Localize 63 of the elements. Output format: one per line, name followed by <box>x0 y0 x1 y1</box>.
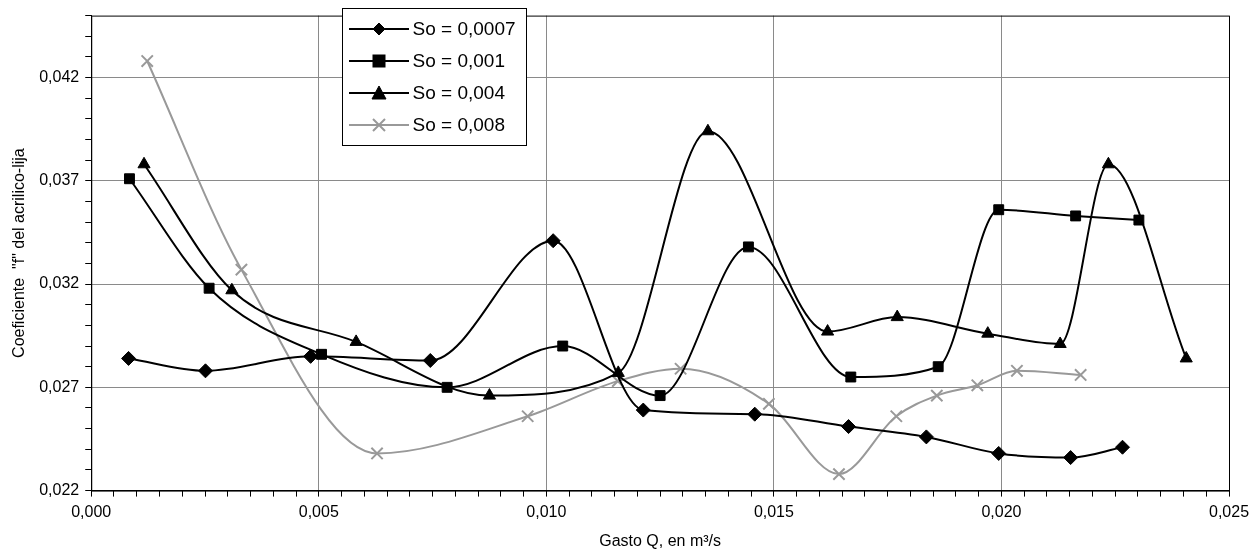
point <box>832 467 846 481</box>
point <box>521 409 535 423</box>
point <box>932 361 944 373</box>
point <box>137 156 151 169</box>
point <box>1053 336 1067 348</box>
point <box>441 381 453 393</box>
point <box>930 388 944 403</box>
y-tick-label: 0,022 <box>39 481 80 499</box>
point <box>821 324 835 336</box>
point <box>993 204 1005 216</box>
x-tick-label: 0,005 <box>298 502 339 520</box>
point <box>1010 364 1024 378</box>
point <box>140 54 154 68</box>
point <box>225 282 239 295</box>
point <box>545 233 561 249</box>
point <box>889 409 903 423</box>
point <box>673 362 688 376</box>
point <box>349 334 363 346</box>
point <box>918 429 934 445</box>
point <box>611 374 625 388</box>
y-tick-label: 0,042 <box>39 67 80 85</box>
point <box>1063 450 1079 466</box>
point <box>422 352 438 368</box>
legend-label: So = 0,004 <box>412 81 505 104</box>
legend-label: So = 0,008 <box>412 113 505 136</box>
y-axis-title: Coeficiente "f" del acrilico-lija <box>10 148 28 358</box>
legend-label: So = 0,0007 <box>412 17 516 40</box>
point <box>1070 210 1082 222</box>
point <box>747 406 763 422</box>
x-axis-title: Gasto Q, en m³/s <box>599 531 722 549</box>
point <box>1073 368 1088 382</box>
point <box>482 388 497 400</box>
point <box>197 363 213 379</box>
x-tick-label: 0,025 <box>1208 502 1250 520</box>
point <box>701 123 715 136</box>
point <box>890 309 904 322</box>
y-tick-label: 0,032 <box>39 274 80 292</box>
x-tick-label: 0,000 <box>71 502 112 520</box>
point <box>970 378 984 392</box>
point <box>121 350 137 366</box>
point <box>981 326 995 338</box>
x-tick-label: 0,020 <box>981 502 1022 520</box>
point <box>762 397 776 411</box>
point <box>234 262 249 277</box>
x-tick-label: 0,010 <box>526 502 567 520</box>
x-tick-label: 0,015 <box>753 502 795 520</box>
point <box>991 445 1007 461</box>
y-tick-label: 0,027 <box>39 377 80 395</box>
point <box>203 282 215 294</box>
point <box>1179 350 1193 363</box>
point <box>557 340 569 352</box>
point <box>1101 156 1115 169</box>
legend-label: So = 0,001 <box>412 49 505 72</box>
point <box>370 446 384 461</box>
point <box>1115 439 1131 455</box>
point <box>841 419 857 435</box>
y-tick-label: 0,037 <box>39 171 80 189</box>
point <box>654 390 666 402</box>
point <box>742 241 754 253</box>
point <box>845 371 857 383</box>
point <box>635 402 651 418</box>
point <box>124 173 135 185</box>
point <box>1133 214 1145 226</box>
